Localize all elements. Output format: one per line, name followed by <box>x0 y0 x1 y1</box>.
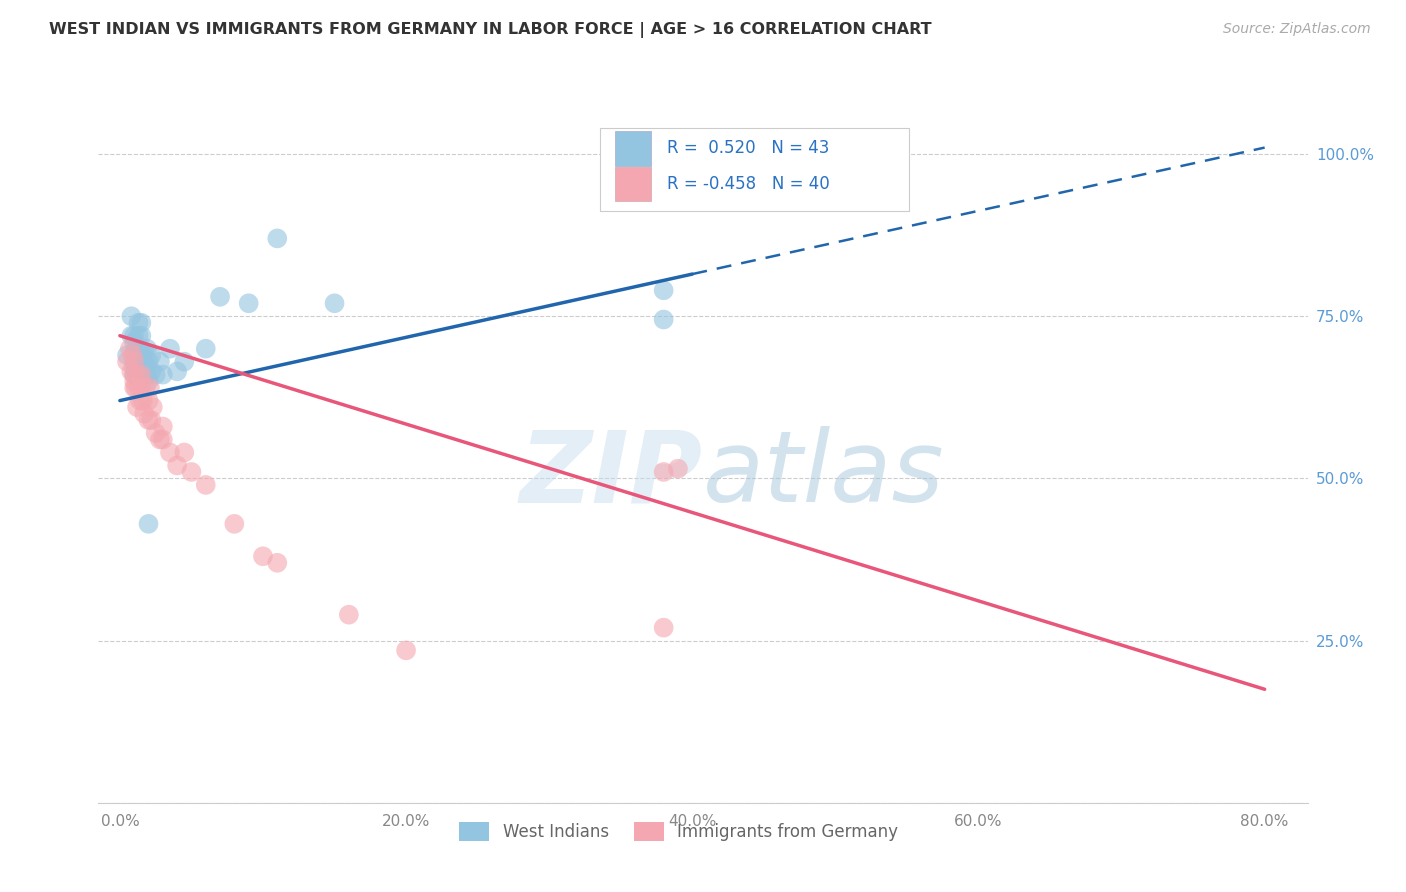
Point <box>138 354 160 368</box>
Point <box>122 374 145 388</box>
Point <box>121 348 143 362</box>
Point <box>238 296 260 310</box>
Point <box>149 433 172 447</box>
Point <box>652 621 675 635</box>
Point <box>134 407 156 421</box>
Point <box>173 354 195 368</box>
Text: R =  0.520   N = 43: R = 0.520 N = 43 <box>666 139 830 157</box>
Point <box>125 368 148 382</box>
Point <box>136 368 159 382</box>
Point <box>141 348 163 362</box>
Point <box>132 368 155 382</box>
Point <box>266 556 288 570</box>
Point <box>122 368 145 382</box>
Point <box>159 445 181 459</box>
Point <box>145 368 167 382</box>
FancyBboxPatch shape <box>614 167 651 202</box>
Point <box>395 643 418 657</box>
Point <box>209 290 232 304</box>
Point <box>652 465 675 479</box>
Point <box>122 335 145 350</box>
Point <box>132 393 155 408</box>
Text: WEST INDIAN VS IMMIGRANTS FROM GERMANY IN LABOR FORCE | AGE > 16 CORRELATION CHA: WEST INDIAN VS IMMIGRANTS FROM GERMANY I… <box>49 22 932 38</box>
Point <box>138 516 160 531</box>
Text: ZIP: ZIP <box>520 426 703 523</box>
FancyBboxPatch shape <box>614 131 651 166</box>
Point <box>124 381 146 395</box>
Text: atlas: atlas <box>703 426 945 523</box>
Point <box>141 364 163 378</box>
Point <box>122 354 145 368</box>
Point <box>118 342 141 356</box>
Point <box>666 461 689 475</box>
Point <box>173 445 195 459</box>
Point <box>131 368 153 382</box>
Point <box>122 328 145 343</box>
Point <box>266 231 288 245</box>
Point <box>652 283 675 297</box>
Point <box>131 328 153 343</box>
Point <box>142 400 165 414</box>
Point <box>122 381 145 395</box>
Point <box>194 478 217 492</box>
Point <box>166 458 188 473</box>
Point <box>131 345 153 359</box>
Point <box>122 345 145 359</box>
Point <box>139 381 162 395</box>
Point <box>323 296 346 310</box>
Point <box>652 312 675 326</box>
Point <box>120 364 142 378</box>
Point <box>135 381 157 395</box>
Point <box>131 316 153 330</box>
Text: Source: ZipAtlas.com: Source: ZipAtlas.com <box>1223 22 1371 37</box>
Point <box>138 393 160 408</box>
Point <box>122 361 145 376</box>
Point <box>138 413 160 427</box>
Point <box>152 368 174 382</box>
Point <box>122 354 145 368</box>
Point <box>115 354 138 368</box>
Point <box>145 425 167 440</box>
Point <box>127 381 149 395</box>
Point <box>135 358 157 372</box>
Point <box>138 374 160 388</box>
Point <box>127 328 149 343</box>
Point <box>152 419 174 434</box>
Point <box>136 342 159 356</box>
Point <box>252 549 274 564</box>
Point <box>120 310 142 324</box>
Point <box>166 364 188 378</box>
Point <box>135 368 157 382</box>
Point <box>129 361 152 376</box>
Point <box>141 413 163 427</box>
Point <box>134 345 156 359</box>
Point <box>125 354 148 368</box>
Point <box>125 400 148 414</box>
Point <box>159 342 181 356</box>
Text: R = -0.458   N = 40: R = -0.458 N = 40 <box>666 175 830 193</box>
Point <box>194 342 217 356</box>
FancyBboxPatch shape <box>600 128 908 211</box>
Point <box>127 316 149 330</box>
Point <box>127 368 149 382</box>
Point <box>120 328 142 343</box>
Point <box>337 607 360 622</box>
Point <box>122 368 145 382</box>
Point <box>132 354 155 368</box>
Point <box>180 465 202 479</box>
Point <box>125 342 148 356</box>
Legend: West Indians, Immigrants from Germany: West Indians, Immigrants from Germany <box>453 815 905 848</box>
Point <box>115 348 138 362</box>
Point <box>129 393 152 408</box>
Point <box>152 433 174 447</box>
Point <box>149 354 172 368</box>
Point <box>131 381 153 395</box>
Point <box>224 516 246 531</box>
